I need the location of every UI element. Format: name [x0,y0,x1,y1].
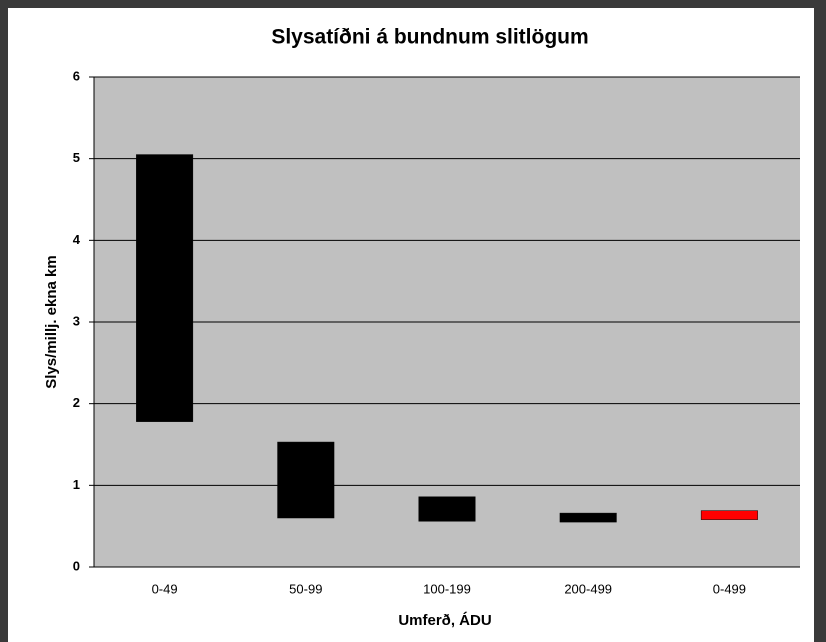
bar [277,441,335,519]
y-axis-title: Slys/millj. ekna km [43,255,60,388]
x-tick-label: 50-99 [289,581,322,596]
bar [136,154,194,422]
x-axis-title: Umferð, ÁDU [398,612,491,629]
y-tick-label: 5 [73,150,80,165]
y-tick-label: 3 [73,313,80,328]
bar [418,496,476,522]
y-tick-label: 4 [73,232,81,247]
y-tick-label: 0 [73,558,80,573]
bar [700,510,758,520]
x-tick-label: 0-49 [152,581,178,596]
y-tick-label: 2 [73,395,80,410]
x-tick-label: 0-499 [713,581,746,596]
y-tick-label: 1 [73,477,80,492]
chart-title: Slysatíðni á bundnum slitlögum [271,26,588,49]
x-tick-label: 200-499 [564,581,612,596]
y-tick-label: 6 [73,68,80,83]
bar [559,512,617,523]
x-tick-label: 100-199 [423,581,471,596]
